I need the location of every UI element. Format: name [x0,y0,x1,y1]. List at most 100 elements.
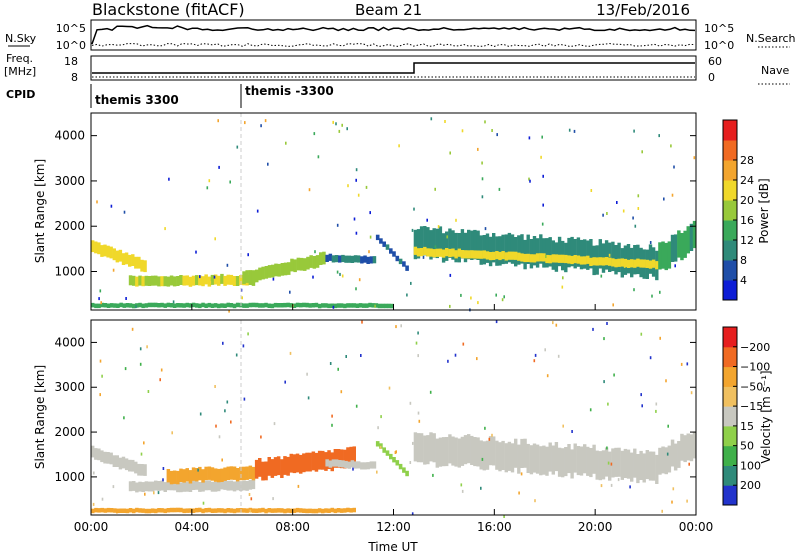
velocity-band-8-cell [321,508,325,514]
velocity-speckle-point [162,467,165,470]
velocity-band-8-cell [91,508,95,514]
velocity-speckle-point [377,426,379,430]
power-band-8-cell [358,303,363,308]
velocity-speckle-point [340,390,343,394]
power-band-7-cell [661,241,665,269]
power-scatter-speckle [96,117,696,313]
velocity-speckle-point [686,499,688,503]
power-speckle-point [199,275,201,279]
velocity-band-8-cell [333,508,338,514]
power-speckle-point [449,273,452,277]
velocity-band-5-cell [389,453,393,460]
power-band-6-cell [564,254,568,264]
power-band-6-cell [435,248,439,257]
velocity-band-2-cell [172,470,177,484]
velocity-band-8-cell [210,508,215,513]
power-band-8-cell [251,302,256,308]
velocity-band-8-cell [185,508,189,513]
power-band-8-cell [324,303,328,308]
velocity-band-8-cell [201,508,205,514]
velocity-band-0-cell [103,451,107,464]
velocity-speckle-point [667,424,669,428]
velocity-band-1-cell [141,482,145,492]
velocity-band-8-cell [299,508,303,513]
velocity-speckle-point [417,331,419,335]
power-band-8-cell [270,303,275,309]
power-band-5-cell [457,233,461,263]
power-band-8-cell [125,303,130,308]
power-band-5-cell [448,228,452,258]
velocity-band-6-cell [438,437,443,467]
power-band-5-cell [517,235,521,265]
power-band-0-cell [121,253,126,265]
velocity-band-7-cell [692,431,697,459]
power-band-1-cell [144,275,149,286]
power-band-0-cell [140,259,144,272]
velocity-band-6-cell [545,446,549,476]
velocity-speckle-point [409,401,412,405]
velocity-speckle-point [533,359,536,363]
power-band-8-cell [147,302,152,308]
power-band-1-cell [182,275,186,286]
velocity-speckle-point [93,471,95,475]
velocity-speckle-point [162,478,164,482]
power-band-0-cell [109,246,113,259]
velocity-speckle-point [557,354,560,358]
velocity-band-2-cell [182,469,186,483]
power-speckle-point [651,294,653,298]
power-band-1-cell [191,275,196,286]
freq-ytick-bottom: 8 [71,71,78,84]
power-speckle-point [608,253,611,257]
power-band-6-cell [623,258,628,268]
power-band-6-cell [595,257,599,266]
velocity-band-8-cell [150,508,155,513]
velocity-speckle-point [447,359,449,363]
power-band-4-cell [382,241,386,247]
velocity-band-2-cell [232,466,237,480]
power-band-4-cell [402,261,406,267]
velocity-band-2-cell [226,466,230,480]
power-speckle-point [398,144,400,148]
velocity-band-6-cell [473,437,477,467]
power-band-8-cell [207,302,212,308]
velocity-y-axis-label: Slant Range [km] [33,365,47,469]
power-band-5-cell [520,234,524,264]
velocity-band-5-cell [392,457,396,463]
power-band-3-cell [328,253,333,261]
power-speckle-point [332,120,334,124]
power-band-5-cell [626,244,631,274]
power-band-5-cell [488,236,493,267]
power-band-5-cell [476,230,480,260]
power-band-4-cell [398,258,403,265]
velocity-band-6-cell [589,448,593,478]
velocity-band-6-cell [460,436,465,466]
power-band-5-cell [557,236,562,267]
power-speckle-point [434,187,436,191]
power-speckle-point [426,218,428,222]
power-band-8-cell [387,303,391,309]
power-speckle-point [228,309,230,313]
velocity-speckle-point [199,412,202,416]
power-band-2-cell [255,269,259,283]
power-band-6-cell [470,250,474,259]
velocity-band-6-cell [620,450,624,480]
velocity-speckle-point [454,353,457,357]
power-band-0-cell [131,254,135,266]
power-band-8-cell [276,303,281,308]
power-band-6-cell [604,257,609,266]
velocity-band-3-cell [317,450,322,470]
velocity-band-1-cell [188,482,193,492]
power-band-5-cell [423,226,427,256]
velocity-band-2-cell [217,468,221,483]
nsearch-label: N.Search [746,32,796,45]
power-band-6-cell [495,251,499,260]
velocity-band-4-cell [366,462,370,470]
power-band-6-cell [579,256,584,265]
velocity-band-8-cell [264,508,268,514]
power-band-8-cell [273,302,278,308]
velocity-band-2-cell [207,466,212,480]
velocity-colorbar-segment [723,346,737,368]
power-band-1-cell [147,276,152,286]
power-band-1-cell [198,275,202,286]
velocity-band-2-cell [235,468,240,482]
